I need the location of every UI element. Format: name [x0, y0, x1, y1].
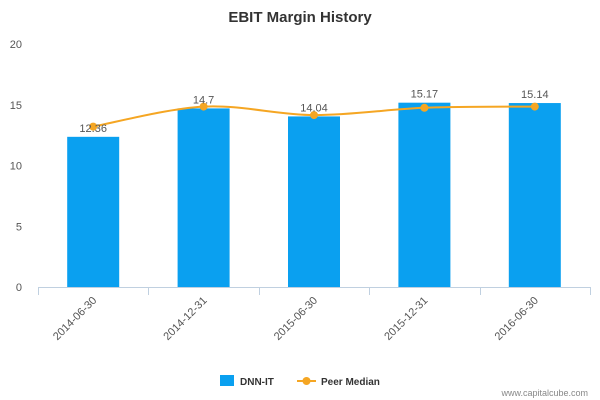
y-tick-label: 0	[16, 282, 22, 294]
legend-label-peer-median[interactable]: Peer Median	[321, 377, 380, 388]
bar-2015-12-31[interactable]	[398, 102, 451, 287]
y-tick-label: 15	[10, 100, 22, 112]
data-label: 12.36	[79, 123, 107, 135]
data-label: 14.7	[193, 94, 214, 106]
peer-median-point-2014-12-31[interactable]	[199, 102, 208, 111]
x-tick-label: 2015-12-31	[382, 295, 430, 343]
legend[interactable]: DNN-IT Peer Median	[220, 375, 380, 388]
legend-label-dnn-it[interactable]: DNN-IT	[240, 377, 274, 388]
data-label: 15.17	[411, 89, 439, 101]
x-tick-label: 2014-12-31	[161, 295, 209, 343]
chart-title: EBIT Margin History	[228, 9, 372, 26]
peer-median-point-2015-06-30[interactable]	[310, 111, 318, 120]
x-tick-label: 2016-06-30	[493, 295, 541, 343]
x-tick-label: 2014-06-30	[51, 295, 99, 343]
legend-line-marker	[302, 377, 311, 385]
bar-2016-06-30[interactable]	[508, 103, 561, 287]
bar-2014-06-30[interactable]	[67, 136, 120, 287]
plot-area: 0 5 10 15 20 2014-06-30 2014-12-31 2015-06-30 20…	[10, 39, 591, 343]
credit-text: www.capitalcube.com	[500, 388, 588, 398]
data-label: 14.04	[300, 102, 328, 114]
peer-median-point-2014-06-30[interactable]	[89, 122, 98, 131]
peer-median-point-2016-06-30[interactable]	[530, 102, 539, 111]
y-tick-label: 20	[10, 39, 22, 51]
peer-median-point-2015-12-31[interactable]	[420, 103, 429, 112]
bar-2014-12-31[interactable]	[177, 108, 230, 288]
y-tick-label: 5	[16, 221, 22, 233]
legend-bar-swatch	[220, 375, 234, 386]
bar-2015-06-30[interactable]	[288, 116, 340, 287]
data-label: 15.14	[521, 89, 549, 101]
x-tick-label: 2015-06-30	[272, 295, 320, 343]
y-tick-label: 10	[10, 161, 22, 173]
